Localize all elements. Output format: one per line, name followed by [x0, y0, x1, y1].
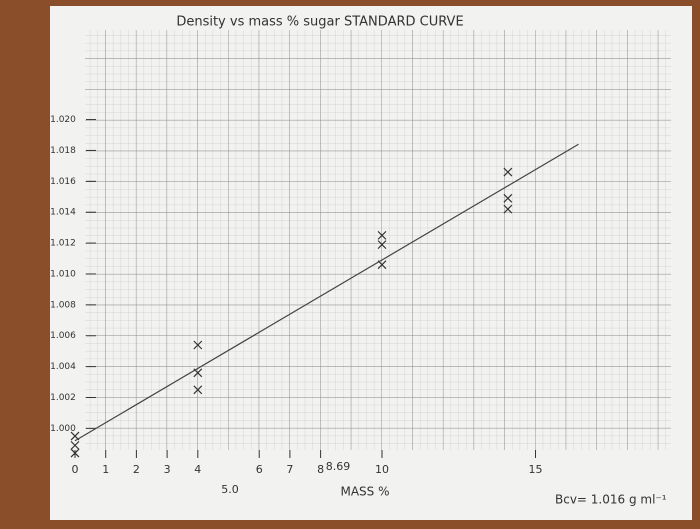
- y-tick-label: 1.008: [50, 300, 76, 310]
- data-point: [503, 167, 513, 177]
- y-tick-label: 1.002: [50, 393, 76, 403]
- chart-title: Density vs mass % sugar STANDARD CURVE: [176, 15, 463, 30]
- x-tick-label: 0: [72, 463, 79, 476]
- annotation: Bcv= 1.016 g ml⁻¹: [555, 493, 667, 507]
- data-point: [503, 193, 513, 203]
- data-point: [377, 240, 387, 250]
- y-tick-label: 1.014: [50, 208, 76, 218]
- paper-grid: [85, 30, 671, 450]
- annotation: 8.69: [326, 460, 351, 473]
- x-tick-label: 7: [286, 463, 293, 476]
- y-tick-label: 1.000: [50, 424, 76, 434]
- y-tick-label: 1.010: [50, 269, 76, 279]
- x-tick-label: 10: [375, 463, 389, 476]
- trend-line: [74, 143, 579, 442]
- x-axis-label: MASS %: [340, 485, 389, 499]
- y-tick-label: 1.018: [50, 146, 76, 156]
- data-point: [70, 448, 80, 458]
- data-point: [503, 204, 513, 214]
- x-tick-label: 8: [317, 463, 324, 476]
- annotation: 5.0: [221, 483, 239, 496]
- y-tick-label: 1.012: [50, 239, 76, 249]
- x-tick-label: 1: [102, 463, 109, 476]
- x-tick-label: 15: [529, 463, 543, 476]
- y-tick-label: 1.020: [50, 115, 76, 125]
- data-point: [377, 230, 387, 240]
- x-tick-label: 3: [164, 463, 171, 476]
- y-tick-label: 1.004: [50, 362, 76, 372]
- x-tick-label: 2: [133, 463, 140, 476]
- x-tick-label: 6: [256, 463, 263, 476]
- y-tick-label: 1.016: [50, 177, 76, 187]
- x-tick-label: 4: [194, 463, 201, 476]
- data-point: [193, 385, 203, 395]
- data-point: [193, 340, 203, 350]
- y-tick-label: 1.006: [50, 331, 76, 341]
- data-point: [70, 440, 80, 450]
